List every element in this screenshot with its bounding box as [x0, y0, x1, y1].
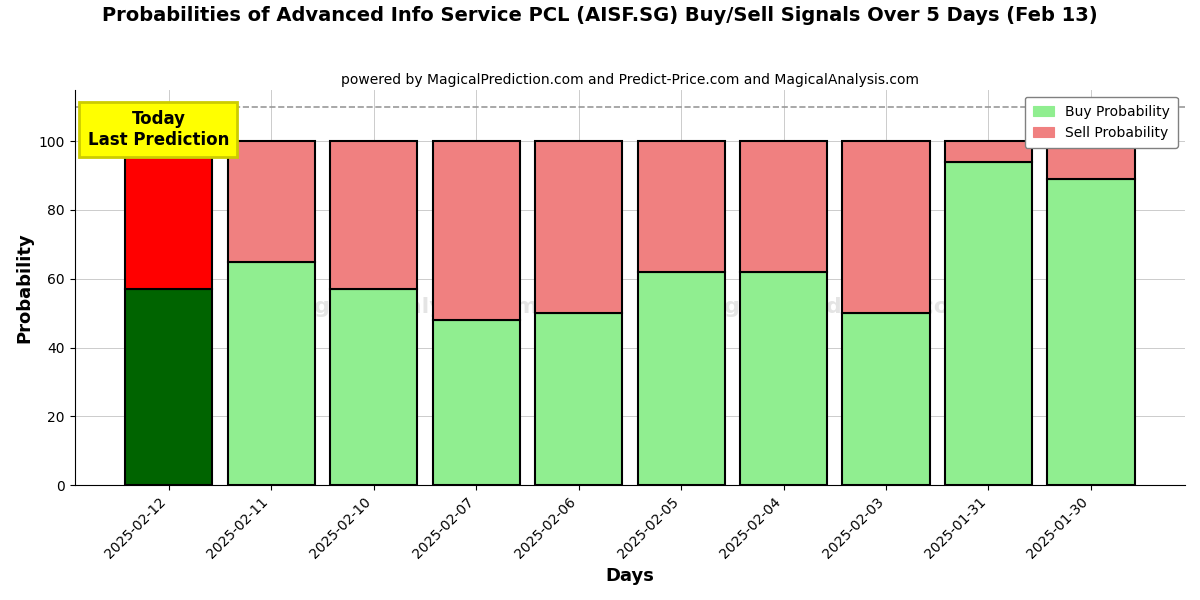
- Bar: [228, 141, 314, 262]
- Bar: [740, 141, 827, 272]
- Bar: [535, 313, 622, 485]
- Text: Probabilities of Advanced Info Service PCL (AISF.SG) Buy/Sell Signals Over 5 Day: Probabilities of Advanced Info Service P…: [102, 6, 1098, 25]
- Bar: [637, 141, 725, 272]
- Y-axis label: Probability: Probability: [16, 232, 34, 343]
- Bar: [1048, 141, 1134, 179]
- Bar: [432, 320, 520, 485]
- Bar: [330, 289, 418, 485]
- Bar: [125, 289, 212, 485]
- Text: MagicalPrediction.com: MagicalPrediction.com: [688, 297, 972, 317]
- Bar: [432, 141, 520, 320]
- Bar: [535, 141, 622, 313]
- Title: powered by MagicalPrediction.com and Predict-Price.com and MagicalAnalysis.com: powered by MagicalPrediction.com and Pre…: [341, 73, 919, 87]
- Bar: [740, 272, 827, 485]
- X-axis label: Days: Days: [605, 567, 654, 585]
- Bar: [842, 313, 930, 485]
- Bar: [637, 272, 725, 485]
- Bar: [330, 141, 418, 289]
- Text: MagicalAnalysis.com: MagicalAnalysis.com: [277, 297, 539, 317]
- Bar: [842, 141, 930, 313]
- Bar: [944, 162, 1032, 485]
- Text: Today
Last Prediction: Today Last Prediction: [88, 110, 229, 149]
- Bar: [944, 141, 1032, 162]
- Legend: Buy Probability, Sell Probability: Buy Probability, Sell Probability: [1025, 97, 1178, 148]
- Bar: [1048, 179, 1134, 485]
- Bar: [125, 141, 212, 289]
- Bar: [228, 262, 314, 485]
